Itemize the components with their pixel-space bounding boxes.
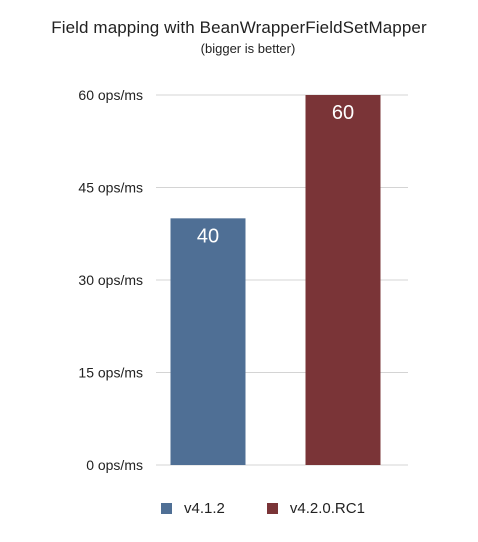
bar: [170, 218, 246, 465]
bar: [305, 95, 381, 465]
chart-legend: v4.1.2 v4.2.0.RC1: [0, 500, 478, 517]
y-tick-label: 15 ops/ms: [78, 365, 143, 381]
chart-title: Field mapping with BeanWrapperFieldSetMa…: [51, 18, 427, 37]
chart-title-block: Field mapping with BeanWrapperFieldSetMa…: [0, 18, 478, 56]
y-tick-label: 0 ops/ms: [86, 457, 143, 473]
chart-subtitle: (bigger is better): [200, 41, 296, 56]
y-tick-label: 45 ops/ms: [78, 180, 143, 196]
bar-data-label: 60: [332, 102, 354, 124]
y-tick-label: 60 ops/ms: [78, 87, 143, 103]
bar-data-label: 40: [197, 225, 219, 247]
legend-item-v4-2-0-rc1: v4.2.0.RC1: [266, 500, 365, 517]
legend-label-v4-1-2: v4.1.2: [184, 500, 225, 517]
y-tick-label: 30 ops/ms: [78, 272, 143, 288]
legend-swatch-v4-1-2: [161, 503, 173, 514]
legend-label-v4-2-0-rc1: v4.2.0.RC1: [289, 500, 365, 517]
legend-swatch-v4-2-0-rc1: [266, 503, 278, 514]
legend-item-v4-1-2: v4.1.2: [161, 500, 225, 517]
